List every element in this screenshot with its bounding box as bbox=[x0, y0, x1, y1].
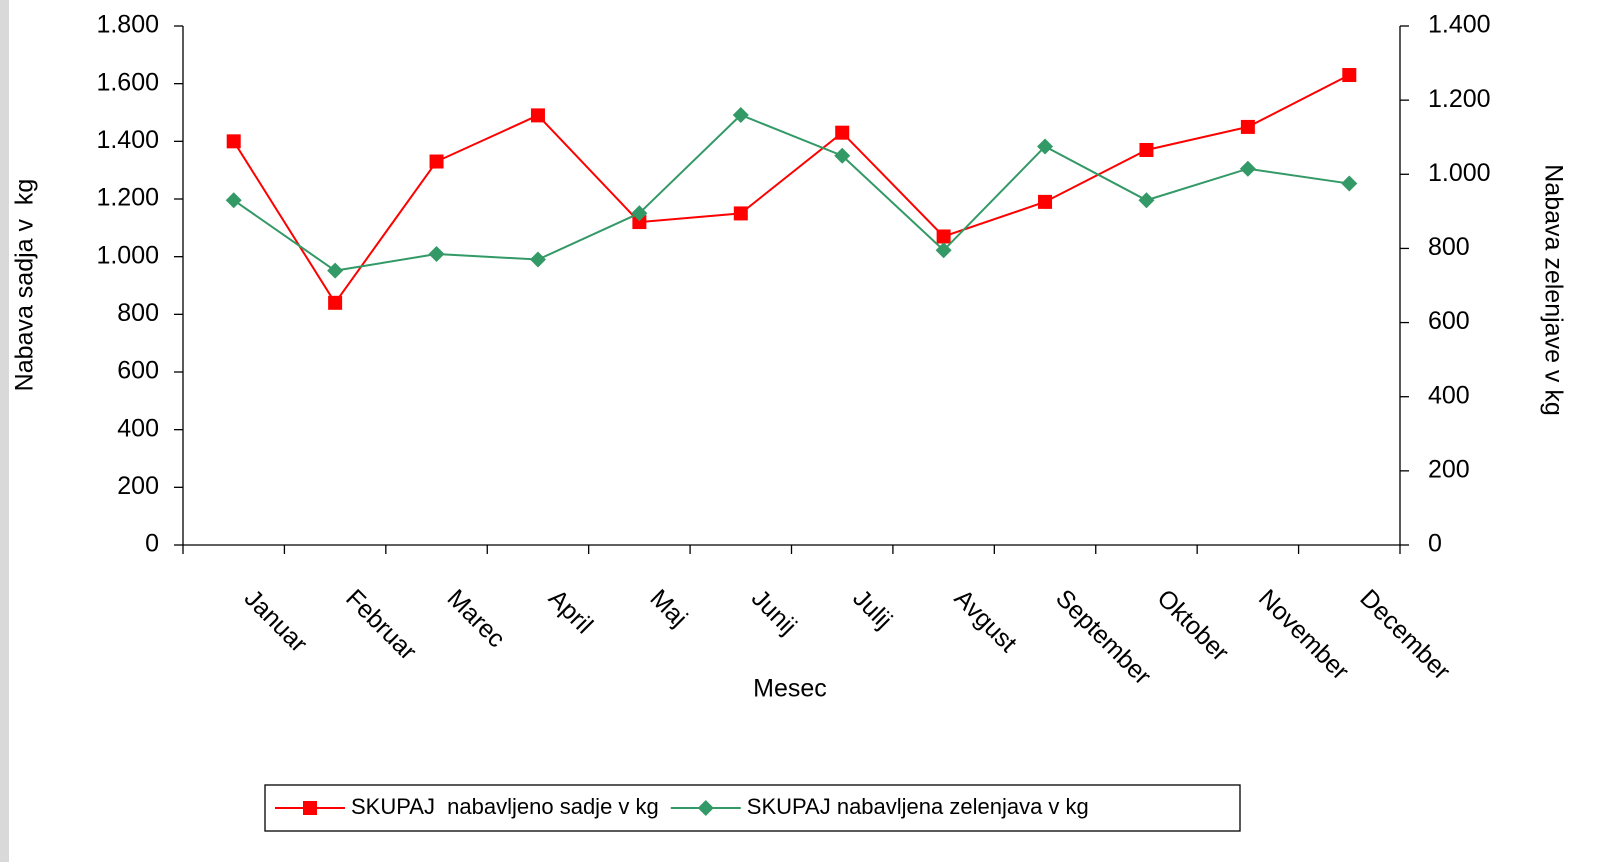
data-point bbox=[632, 215, 647, 230]
data-point bbox=[1341, 175, 1358, 192]
legend-label: SKUPAJ nabavljeno sadje v kg bbox=[351, 794, 659, 819]
data-point bbox=[225, 192, 242, 209]
y-tick-label: 800 bbox=[117, 299, 159, 327]
series-line bbox=[232, 74, 1350, 305]
y-tick-label: 0 bbox=[145, 530, 159, 558]
x-tick-label: Julij bbox=[847, 584, 897, 634]
legend-label: SKUPAJ nabavljena zelenjava v kg bbox=[747, 794, 1089, 819]
x-tick-label: November bbox=[1253, 584, 1354, 685]
y-tick-label: 1.400 bbox=[96, 126, 159, 154]
y2-tick-label: 800 bbox=[1428, 233, 1470, 261]
x-tick-label: Januar bbox=[239, 584, 313, 658]
y2-tick-label: 200 bbox=[1428, 455, 1470, 483]
data-point bbox=[732, 106, 749, 123]
y-tick-label: 1.000 bbox=[96, 241, 159, 269]
x-axis-title: Mesec bbox=[753, 675, 827, 703]
data-point bbox=[1138, 192, 1155, 209]
side-strip bbox=[0, 0, 9, 862]
y2-tick-label: 0 bbox=[1428, 530, 1442, 558]
legend-marker bbox=[697, 800, 714, 816]
data-point bbox=[529, 251, 546, 268]
data-point bbox=[530, 108, 545, 123]
data-point bbox=[936, 229, 951, 244]
data-point bbox=[834, 147, 851, 164]
y2-tick-label: 1.200 bbox=[1428, 85, 1491, 113]
data-point bbox=[733, 206, 748, 221]
legend-marker bbox=[303, 801, 317, 815]
y2-tick-label: 600 bbox=[1428, 307, 1470, 335]
y-axis-title: Nabava sadja v kg bbox=[11, 179, 39, 392]
y2-tick-label: 400 bbox=[1428, 381, 1470, 409]
x-tick-label: Marec bbox=[442, 584, 511, 653]
y-tick-label: 1.800 bbox=[96, 11, 159, 39]
y-tick-label: 1.600 bbox=[96, 68, 159, 96]
data-point bbox=[1038, 194, 1053, 209]
x-tick-label: September bbox=[1050, 584, 1156, 690]
data-point bbox=[428, 245, 445, 262]
data-point bbox=[327, 262, 344, 279]
y2-tick-label: 1.000 bbox=[1428, 159, 1491, 187]
data-point bbox=[835, 125, 850, 140]
data-point bbox=[935, 242, 952, 259]
y-tick-label: 1.200 bbox=[96, 184, 159, 212]
y-tick-label: 400 bbox=[117, 414, 159, 442]
data-point bbox=[226, 134, 241, 149]
data-point bbox=[429, 154, 444, 169]
data-point bbox=[328, 295, 343, 310]
data-point bbox=[1037, 138, 1054, 155]
series-line bbox=[233, 113, 1350, 272]
x-tick-label: December bbox=[1354, 584, 1455, 685]
data-point bbox=[631, 205, 648, 222]
data-point bbox=[1139, 142, 1154, 157]
x-tick-label: Februar bbox=[340, 584, 422, 666]
x-tick-label: Junij bbox=[746, 584, 802, 640]
data-point bbox=[1240, 119, 1255, 134]
y2-axis-title: Nabava zelenjave v kg bbox=[1539, 164, 1567, 416]
y2-tick-label: 1.400 bbox=[1428, 11, 1491, 39]
data-point bbox=[1239, 160, 1256, 177]
data-point bbox=[1342, 68, 1357, 83]
x-tick-label: April bbox=[543, 584, 598, 639]
legend-box bbox=[264, 784, 1241, 832]
y-tick-label: 200 bbox=[117, 472, 159, 500]
x-tick-label: Avgust bbox=[949, 584, 1023, 658]
x-tick-label: Maj bbox=[644, 584, 692, 632]
x-tick-label: Oktober bbox=[1152, 584, 1235, 667]
y-tick-label: 600 bbox=[117, 357, 159, 385]
